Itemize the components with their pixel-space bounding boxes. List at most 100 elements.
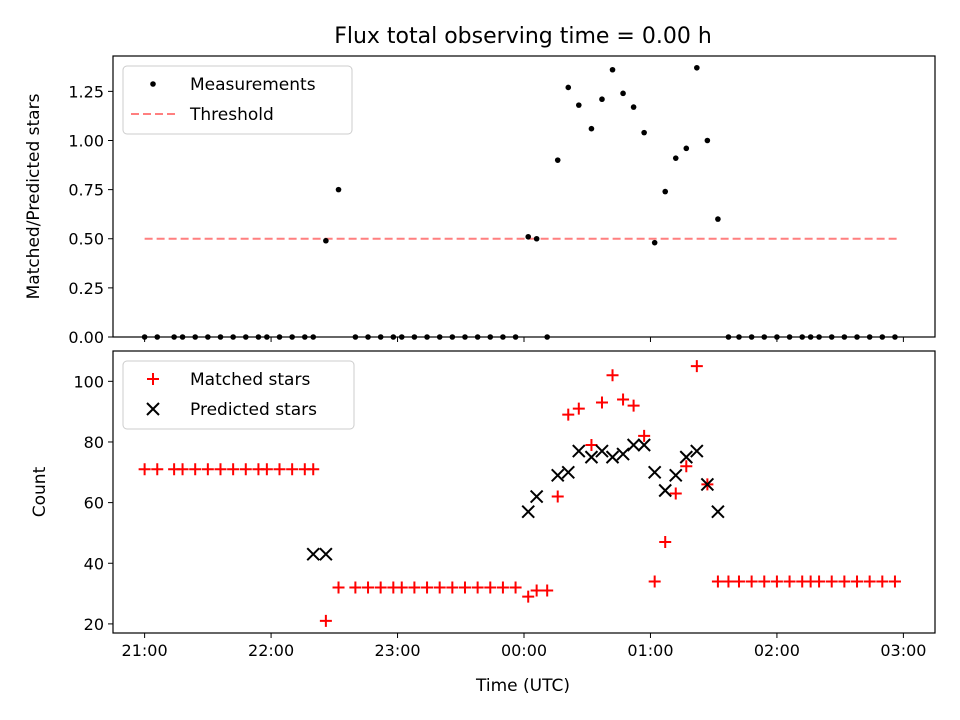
- y-tick-label: 20: [84, 615, 104, 634]
- matched-star-point: [838, 575, 851, 588]
- matched-star-point: [851, 575, 864, 588]
- y-tick-label: 0.25: [68, 279, 104, 298]
- matched-star-point: [572, 402, 585, 415]
- matched-star-point: [541, 584, 554, 597]
- legend-measurements: Measurements: [190, 75, 316, 95]
- y-tick-label: 100: [73, 372, 104, 391]
- matched-star-point: [319, 614, 332, 627]
- predicted-star-point: [521, 505, 535, 519]
- matched-star-point: [711, 575, 724, 588]
- legend-marker: [150, 81, 156, 87]
- matched-star-point: [260, 463, 273, 476]
- predicted-star-point: [679, 450, 693, 464]
- matched-star-point: [669, 487, 682, 500]
- predicted-star-point: [616, 447, 630, 461]
- measurement-point: [715, 216, 721, 222]
- matched-star-point: [458, 581, 471, 594]
- matched-star-point: [659, 536, 672, 549]
- matched-star-point: [745, 575, 758, 588]
- matched-star-point: [408, 581, 421, 594]
- matched-star-point: [680, 460, 693, 473]
- matched-star-point: [758, 575, 771, 588]
- legend-marker: [147, 373, 159, 385]
- matched-star-point: [530, 584, 543, 597]
- figure-title: Flux total observing time = 0.00 h: [334, 24, 712, 49]
- measurement-point: [630, 104, 637, 110]
- matched-star-point: [863, 575, 876, 588]
- matched-star-point: [813, 575, 826, 588]
- matched-star-point: [551, 490, 564, 503]
- predicted-star-point: [658, 483, 672, 498]
- x-tick-label: 00:00: [501, 641, 547, 660]
- y-axis-label: Matched/Predicted stars: [24, 93, 44, 299]
- matched-star-point: [638, 429, 651, 442]
- matched-star-point: [374, 581, 387, 594]
- matched-star-point: [484, 581, 497, 594]
- measurement-point: [599, 96, 605, 103]
- measurement-point: [672, 155, 679, 161]
- matched-star-point: [349, 581, 362, 594]
- matched-star-point: [176, 463, 189, 476]
- matched-star-point: [273, 463, 286, 476]
- predicted-star-point: [319, 547, 333, 561]
- y-tick-label: 0.50: [68, 230, 104, 249]
- matched-star-point: [648, 575, 661, 588]
- matched-star-point: [227, 463, 240, 476]
- matched-star-point: [509, 581, 522, 594]
- matched-star-point: [585, 439, 598, 451]
- matched-star-point: [446, 581, 459, 594]
- x-tick-label: 02:00: [754, 641, 800, 660]
- matched-star-point: [690, 360, 703, 373]
- matched-star-point: [606, 369, 619, 382]
- y-tick-label: 0.75: [68, 181, 104, 200]
- predicted-star-point: [626, 438, 641, 452]
- matched-star-point: [783, 575, 796, 588]
- axes-frame: [112, 55, 936, 338]
- matched-star-point: [189, 463, 202, 476]
- matched-star-point: [362, 581, 375, 594]
- measurement-point: [641, 129, 647, 136]
- x-axis-label: Time (UTC): [475, 676, 570, 696]
- y-tick-label: 40: [84, 554, 104, 573]
- matched-star-point: [471, 581, 484, 594]
- matched-star-point: [239, 463, 252, 476]
- matched-star-point: [770, 575, 783, 588]
- matched-star-point: [496, 581, 509, 594]
- matched-star-point: [888, 575, 901, 588]
- legend: Matched stars Predicted stars: [122, 360, 355, 430]
- matched-star-point: [433, 581, 446, 594]
- measurement-point: [694, 64, 700, 71]
- measurement-point: [335, 186, 342, 193]
- measurement-point: [620, 90, 626, 97]
- y-tick-label: 60: [84, 494, 104, 513]
- predicted-star-point: [561, 465, 575, 479]
- matched-star-point: [825, 575, 838, 588]
- legend-marker: [146, 402, 160, 416]
- measurement-point: [651, 239, 658, 246]
- measurement-point: [704, 137, 711, 144]
- matched-star-point: [595, 396, 608, 409]
- x-tick-label: 22:00: [248, 641, 294, 660]
- predicted-star-point: [700, 477, 715, 492]
- predicted-star-point: [605, 450, 620, 464]
- y-tick-label: 1.25: [68, 82, 104, 101]
- measurements-panel: 0.00 0.25 0.50 0.75 1.00 1.25 Matched/Predicte…: [24, 55, 936, 347]
- matched-star-point: [722, 575, 735, 588]
- x-tick-label: 01:00: [627, 641, 673, 660]
- matched-star-point: [138, 463, 151, 476]
- x-tick-label: 23:00: [374, 641, 420, 660]
- legend-threshold: Threshold: [189, 105, 274, 125]
- legend-matched-stars: Matched stars: [190, 370, 310, 390]
- measurement-point: [323, 237, 329, 244]
- predicted-star-point: [711, 505, 725, 519]
- matched-star-point: [151, 463, 164, 476]
- legend-predicted-stars: Predicted stars: [190, 400, 317, 420]
- matched-star-point: [214, 463, 227, 476]
- measurement-point: [576, 102, 582, 108]
- predicted-star-point: [637, 438, 651, 452]
- predicted-star-point: [306, 547, 320, 561]
- measurement-point: [533, 235, 540, 242]
- y-tick-label: 80: [84, 433, 104, 452]
- measurement-point: [588, 125, 595, 132]
